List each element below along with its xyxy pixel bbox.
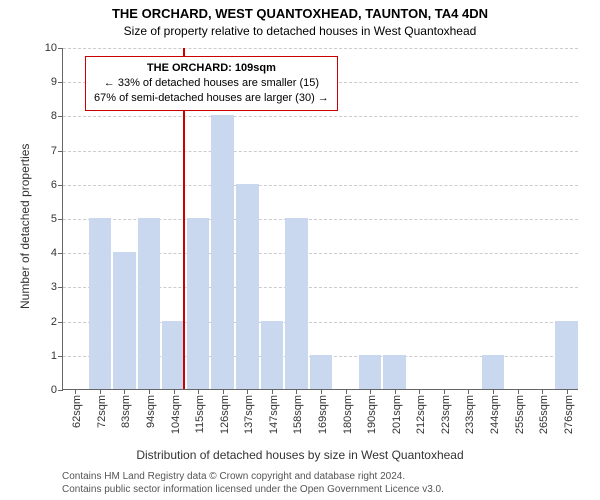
annotation-line3: 67% of semi-detached houses are larger (… xyxy=(94,91,329,106)
xtick-label: 94sqm xyxy=(145,395,157,428)
xtick-mark xyxy=(223,389,224,394)
bar xyxy=(359,355,382,389)
bar xyxy=(211,115,234,389)
xtick-mark xyxy=(100,389,101,394)
xtick-mark xyxy=(296,389,297,394)
gridline-h xyxy=(63,48,578,49)
bar xyxy=(138,218,161,389)
bar xyxy=(187,218,210,389)
xtick-mark xyxy=(370,389,371,394)
xtick-mark xyxy=(567,389,568,394)
xtick-label: 233sqm xyxy=(464,395,476,434)
gridline-h xyxy=(63,185,578,186)
bar xyxy=(310,355,333,389)
ytick-label: 0 xyxy=(51,384,63,396)
bar xyxy=(555,321,578,389)
xtick-label: 115sqm xyxy=(194,395,206,433)
chart-container: THE ORCHARD, WEST QUANTOXHEAD, TAUNTON, … xyxy=(0,0,600,500)
gridline-h xyxy=(63,116,578,117)
xtick-mark xyxy=(395,389,396,394)
xtick-label: 223sqm xyxy=(440,395,452,434)
xtick-mark xyxy=(75,389,76,394)
xtick-label: 169sqm xyxy=(317,395,329,434)
xtick-label: 147sqm xyxy=(268,395,280,434)
bar xyxy=(482,355,505,389)
ytick-label: 2 xyxy=(51,316,63,328)
xtick-label: 83sqm xyxy=(120,395,132,428)
chart-title-line2: Size of property relative to detached ho… xyxy=(0,24,600,38)
xtick-label: 276sqm xyxy=(563,395,575,434)
annotation-line2: ← 33% of detached houses are smaller (15… xyxy=(94,76,329,91)
xtick-mark xyxy=(247,389,248,394)
xtick-label: 265sqm xyxy=(538,395,550,434)
xtick-mark xyxy=(444,389,445,394)
xtick-label: 126sqm xyxy=(219,395,231,434)
xtick-mark xyxy=(346,389,347,394)
xtick-mark xyxy=(124,389,125,394)
bar xyxy=(383,355,406,389)
annotation-box: THE ORCHARD: 109sqm ← 33% of detached ho… xyxy=(85,56,338,111)
xtick-mark xyxy=(174,389,175,394)
annotation-line1: THE ORCHARD: 109sqm xyxy=(94,61,329,76)
xtick-label: 201sqm xyxy=(391,395,403,434)
ytick-label: 3 xyxy=(51,281,63,293)
ytick-label: 7 xyxy=(51,145,63,157)
xtick-label: 255sqm xyxy=(514,395,526,434)
y-axis-label: Number of detached properties xyxy=(18,144,32,309)
xtick-label: 62sqm xyxy=(71,395,83,428)
xtick-label: 158sqm xyxy=(292,395,304,434)
ytick-label: 6 xyxy=(51,179,63,191)
chart-title-line1: THE ORCHARD, WEST QUANTOXHEAD, TAUNTON, … xyxy=(0,6,600,21)
xtick-label: 180sqm xyxy=(342,395,354,434)
ytick-label: 4 xyxy=(51,247,63,259)
xtick-mark xyxy=(518,389,519,394)
ytick-label: 1 xyxy=(51,350,63,362)
bar xyxy=(162,321,185,389)
bar xyxy=(236,184,259,389)
footer-attribution: Contains HM Land Registry data © Crown c… xyxy=(62,470,600,496)
xtick-mark xyxy=(419,389,420,394)
xtick-mark xyxy=(149,389,150,394)
bar xyxy=(285,218,308,389)
xtick-label: 244sqm xyxy=(489,395,501,434)
xtick-mark xyxy=(198,389,199,394)
xtick-label: 104sqm xyxy=(170,395,182,434)
xtick-mark xyxy=(468,389,469,394)
ytick-label: 10 xyxy=(45,42,63,54)
footer-line1: Contains HM Land Registry data © Crown c… xyxy=(62,470,600,483)
gridline-h xyxy=(63,151,578,152)
bar xyxy=(89,218,112,389)
xtick-label: 212sqm xyxy=(415,395,427,434)
xtick-label: 72sqm xyxy=(96,395,108,428)
xtick-mark xyxy=(542,389,543,394)
x-axis-label: Distribution of detached houses by size … xyxy=(0,448,600,462)
ytick-label: 9 xyxy=(51,76,63,88)
bar xyxy=(261,321,284,389)
ytick-label: 5 xyxy=(51,213,63,225)
bar xyxy=(113,252,136,389)
ytick-label: 8 xyxy=(51,110,63,122)
xtick-mark xyxy=(493,389,494,394)
xtick-mark xyxy=(321,389,322,394)
xtick-label: 137sqm xyxy=(243,395,255,434)
xtick-mark xyxy=(272,389,273,394)
xtick-label: 190sqm xyxy=(366,395,378,434)
footer-line2: Contains public sector information licen… xyxy=(62,483,600,496)
